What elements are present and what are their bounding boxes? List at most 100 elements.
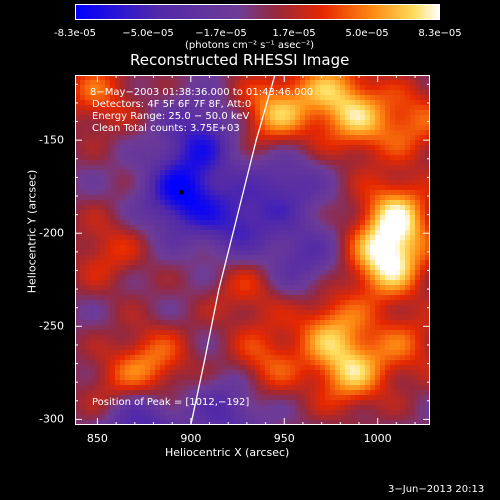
heatmap-cell (285, 275, 291, 281)
heatmap-cell (130, 255, 136, 261)
heatmap-cell (390, 180, 396, 186)
heatmap-cell (370, 215, 376, 221)
heatmap-cell (95, 200, 101, 206)
heatmap-cell (240, 80, 246, 86)
heatmap-cell (85, 365, 91, 371)
heatmap-cell (115, 100, 121, 106)
heatmap-cell (345, 340, 351, 346)
heatmap-cell (270, 75, 276, 81)
heatmap-cell (85, 165, 91, 171)
heatmap-cell (395, 95, 401, 101)
heatmap-cell (355, 420, 361, 425)
heatmap-cell (315, 100, 321, 106)
heatmap-cell (295, 75, 301, 81)
heatmap-cell (230, 285, 236, 291)
heatmap-cell (345, 405, 351, 411)
heatmap-cell (120, 325, 126, 331)
heatmap-cell (340, 105, 346, 111)
heatmap-cell (85, 340, 91, 346)
heatmap-cell (85, 125, 91, 131)
heatmap-cell (320, 370, 326, 376)
heatmap-cell (205, 410, 211, 416)
heatmap-cell (395, 240, 401, 246)
heatmap-cell (410, 280, 416, 286)
heatmap-cell (400, 410, 406, 416)
heatmap-cell (225, 170, 231, 176)
heatmap-cell (410, 385, 416, 391)
heatmap-cell (400, 220, 406, 226)
heatmap-cell (420, 340, 426, 346)
heatmap-cell (145, 80, 151, 86)
heatmap-cell (210, 415, 216, 421)
heatmap-cell (395, 365, 401, 371)
heatmap-cell (240, 95, 246, 101)
heatmap-cell (160, 290, 166, 296)
heatmap-cell (250, 345, 256, 351)
heatmap-cell (305, 385, 311, 391)
heatmap-cell (150, 300, 156, 306)
heatmap-cell (120, 150, 126, 156)
heatmap-cell (280, 245, 286, 251)
heatmap-cell (310, 300, 316, 306)
heatmap-cell (280, 345, 286, 351)
heatmap-cell (390, 240, 396, 246)
heatmap-cell (350, 85, 356, 91)
heatmap-cell (165, 120, 171, 126)
heatmap-cell (130, 385, 136, 391)
heatmap-cell (160, 210, 166, 216)
heatmap-cell (230, 135, 236, 141)
heatmap-cell (75, 245, 81, 251)
heatmap-cell (75, 310, 81, 316)
heatmap-cell (150, 315, 156, 321)
heatmap-cell (375, 130, 381, 136)
heatmap-cell (335, 320, 341, 326)
heatmap-cell (270, 235, 276, 241)
heatmap-cell (285, 390, 291, 396)
heatmap-cell (160, 80, 166, 86)
heatmap-cell (360, 275, 366, 281)
heatmap-cell (340, 110, 346, 116)
heatmap-cell (260, 225, 266, 231)
heatmap-cell (380, 120, 386, 126)
heatmap-cell (310, 420, 316, 425)
heatmap-cell (125, 310, 131, 316)
heatmap-cell (295, 240, 301, 246)
heatmap-cell (115, 150, 121, 156)
heatmap-cell (175, 285, 181, 291)
heatmap-cell (420, 165, 426, 171)
heatmap-cell (120, 375, 126, 381)
heatmap-cell (275, 400, 281, 406)
heatmap-cell (195, 115, 201, 121)
heatmap-cell (420, 105, 426, 111)
heatmap-cell (325, 235, 331, 241)
heatmap-cell (250, 325, 256, 331)
heatmap-cell (395, 245, 401, 251)
heatmap-cell (195, 355, 201, 361)
heatmap-cell (135, 195, 141, 201)
heatmap-cell (170, 255, 176, 261)
heatmap-cell (215, 405, 221, 411)
heatmap-cell (310, 120, 316, 126)
heatmap-cell (240, 75, 246, 81)
heatmap-cell (195, 180, 201, 186)
heatmap-cell (285, 200, 291, 206)
heatmap-cell (150, 100, 156, 106)
heatmap-cell (90, 255, 96, 261)
heatmap-cell (380, 100, 386, 106)
heatmap-cell (350, 290, 356, 296)
heatmap-cell (315, 320, 321, 326)
heatmap-cell (295, 180, 301, 186)
heatmap-cell (110, 340, 116, 346)
heatmap-cell (95, 375, 101, 381)
heatmap-cell (165, 200, 171, 206)
heatmap-cell (235, 375, 241, 381)
heatmap-cell (325, 300, 331, 306)
heatmap-cell (400, 160, 406, 166)
heatmap-cell (385, 400, 391, 406)
heatmap-cell (365, 185, 371, 191)
heatmap-cell (195, 345, 201, 351)
heatmap-cell (395, 335, 401, 341)
heatmap-cell (200, 170, 206, 176)
heatmap-cell (250, 415, 256, 421)
heatmap-cell (165, 225, 171, 231)
